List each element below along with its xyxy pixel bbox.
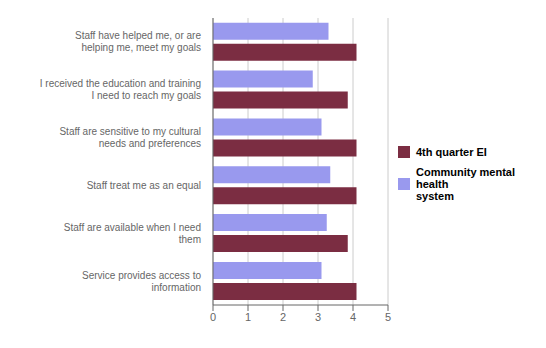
svg-text:Staff treat me as an equal: Staff treat me as an equal bbox=[87, 180, 201, 191]
svg-text:Staff have helped me, or arehe: Staff have helped me, or arehelping me, … bbox=[75, 30, 201, 53]
svg-text:Staff are available when I nee: Staff are available when I needthem bbox=[64, 222, 201, 245]
svg-text:I received the education and t: I received the education and trainingI n… bbox=[40, 78, 201, 101]
svg-text:Service provides access toinfo: Service provides access toinformation bbox=[82, 270, 201, 293]
svg-text:5: 5 bbox=[385, 311, 391, 323]
svg-text:3: 3 bbox=[315, 311, 321, 323]
svg-text:1: 1 bbox=[245, 311, 251, 323]
html-text:system: system bbox=[416, 190, 454, 202]
svg-text:Staff are sensitive to my cult: Staff are sensitive to my culturalneeds … bbox=[59, 126, 201, 149]
html-text:Community mental health: Community mental health bbox=[416, 166, 515, 190]
svg-text:0: 0 bbox=[210, 311, 216, 323]
svg-text:4: 4 bbox=[350, 311, 356, 323]
html-text:4th quarter EI: 4th quarter EI bbox=[416, 146, 487, 158]
svg-text:2: 2 bbox=[280, 311, 286, 323]
